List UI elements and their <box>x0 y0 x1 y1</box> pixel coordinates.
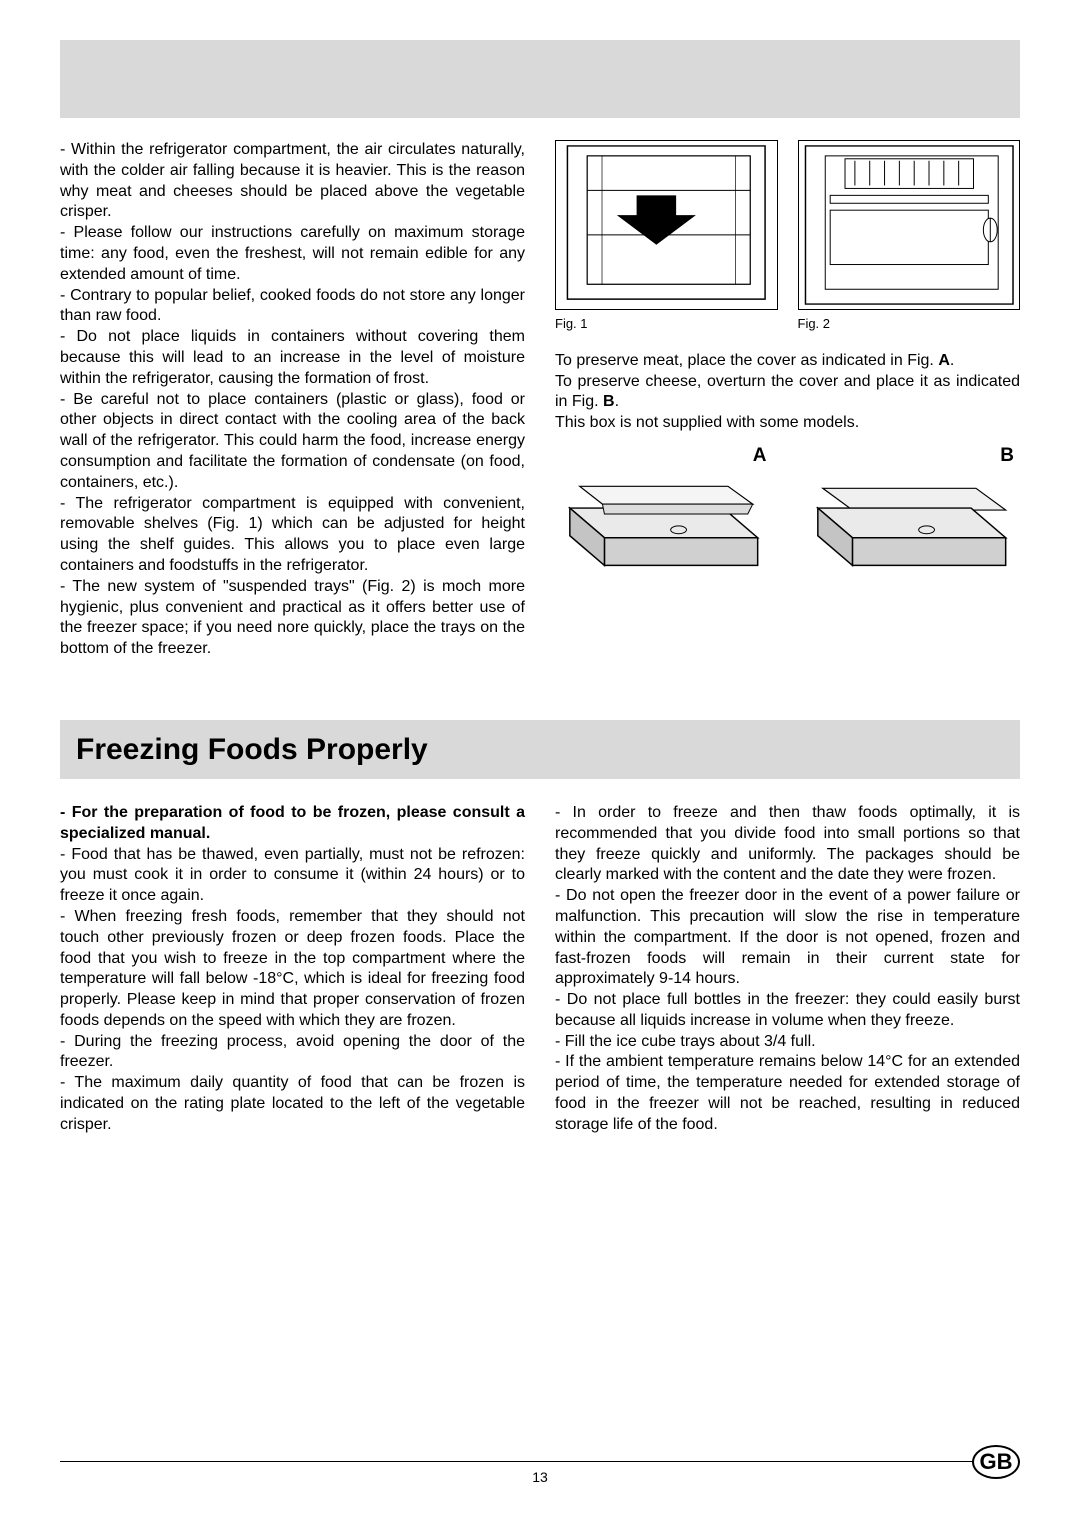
para: - The refrigerator compartment is equipp… <box>60 494 525 577</box>
para: - The maximum daily quantity of food tha… <box>60 1073 525 1135</box>
tray-b: B <box>803 448 1021 578</box>
fig1-caption: Fig. 1 <box>555 316 778 333</box>
para: - Do not place full bottles in the freez… <box>555 990 1020 1032</box>
top-left-column: - Within the refrigerator compartment, t… <box>60 140 525 660</box>
para: - Do not place liquids in containers wit… <box>60 327 525 389</box>
para: - When freezing fresh foods, remember th… <box>60 907 525 1032</box>
tray-row: A B <box>555 448 1020 578</box>
para: - Food that has be thawed, even partiall… <box>60 845 525 907</box>
top-right-column: Fig. 1 Fig. 2 To preserve meat, place th… <box>555 140 1020 660</box>
freezing-left-column: - For the preparation of food to be froz… <box>60 803 525 1136</box>
footer-rule <box>60 1461 1020 1462</box>
para: - If the ambient temperature remains bel… <box>555 1052 1020 1135</box>
meat-instruction: To preserve meat, place the cover as ind… <box>555 351 1020 372</box>
figure-row <box>555 140 1020 310</box>
fig2-caption: Fig. 2 <box>798 316 1021 333</box>
tray-a-label: A <box>753 444 767 469</box>
para: - Contrary to popular belief, cooked foo… <box>60 286 525 328</box>
para: - Please follow our instructions careful… <box>60 223 525 285</box>
para: - Do not open the freezer door in the ev… <box>555 886 1020 990</box>
freezing-two-column: - For the preparation of food to be froz… <box>60 803 1020 1136</box>
para: - The new system of "suspended trays" (F… <box>60 577 525 660</box>
para: - For the preparation of food to be froz… <box>60 803 525 845</box>
para: - During the freezing process, avoid ope… <box>60 1032 525 1074</box>
top-two-column: - Within the refrigerator compartment, t… <box>60 140 1020 660</box>
para: - Be careful not to place containers (pl… <box>60 390 525 494</box>
footer: 13 GB <box>60 1461 1020 1486</box>
section-heading: Freezing Foods Properly <box>60 720 1020 779</box>
figure-1 <box>555 140 778 310</box>
para: - In order to freeze and then thaw foods… <box>555 803 1020 886</box>
tray-a: A <box>555 448 773 578</box>
para: - Within the refrigerator compartment, t… <box>60 140 525 223</box>
figure-captions: Fig. 1 Fig. 2 <box>555 316 1020 333</box>
para: - Fill the ice cube trays about 3/4 full… <box>555 1032 1020 1053</box>
country-badge: GB <box>972 1445 1020 1479</box>
figure-2 <box>798 140 1021 310</box>
freezing-right-column: - In order to freeze and then thaw foods… <box>555 803 1020 1136</box>
page-number: 13 <box>60 1468 1020 1486</box>
box-note: This box is not supplied with some model… <box>555 413 1020 434</box>
header-band <box>60 40 1020 118</box>
cheese-instruction: To preserve cheese, overturn the cover a… <box>555 372 1020 414</box>
tray-b-label: B <box>1000 444 1014 469</box>
